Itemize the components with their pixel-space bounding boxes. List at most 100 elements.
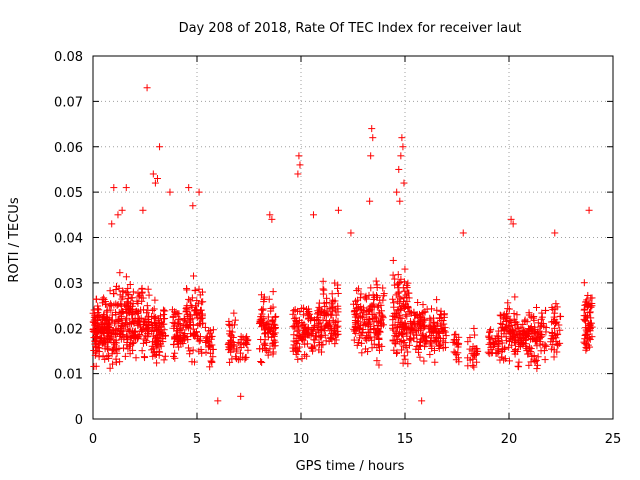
data-point	[505, 328, 513, 336]
data-point	[359, 314, 367, 322]
data-point	[305, 305, 313, 313]
data-point	[110, 290, 118, 298]
data-point	[528, 352, 536, 360]
data-point	[376, 309, 384, 317]
data-point	[131, 327, 139, 335]
data-point	[310, 336, 318, 344]
data-point	[404, 289, 412, 297]
data-point	[173, 333, 181, 341]
data-point	[499, 324, 507, 332]
data-point	[230, 342, 238, 350]
data-point	[497, 327, 505, 335]
data-point	[291, 324, 299, 332]
data-point	[406, 317, 414, 325]
data-point	[149, 306, 157, 314]
y-tick-label: 0.08	[54, 50, 83, 65]
data-point	[397, 330, 405, 338]
data-point	[515, 331, 523, 339]
data-point	[375, 346, 383, 354]
data-point	[516, 330, 524, 338]
x-tick-label: 25	[605, 432, 622, 447]
data-point	[402, 311, 410, 319]
data-point	[230, 309, 238, 317]
data-point	[107, 332, 115, 340]
data-point	[161, 331, 169, 339]
data-point	[269, 288, 277, 296]
data-point	[116, 358, 124, 366]
data-point	[185, 184, 193, 192]
data-point	[121, 352, 129, 360]
data-point	[257, 319, 265, 327]
data-point	[508, 335, 516, 343]
data-point	[550, 335, 558, 343]
data-point	[440, 320, 448, 328]
data-point	[464, 338, 472, 346]
data-point	[550, 353, 558, 361]
data-point	[101, 340, 109, 348]
data-point	[185, 295, 193, 303]
data-point	[188, 294, 196, 302]
data-point	[528, 328, 536, 336]
data-point	[397, 346, 405, 354]
data-point	[418, 397, 426, 405]
data-point	[379, 284, 387, 292]
data-point	[157, 342, 165, 350]
data-point	[143, 84, 151, 92]
data-point	[309, 211, 317, 219]
data-point	[196, 333, 204, 341]
data-point	[540, 322, 548, 330]
data-point	[126, 305, 134, 313]
data-point	[269, 339, 277, 347]
data-point	[289, 310, 297, 318]
data-point	[426, 328, 434, 336]
data-point	[152, 313, 160, 321]
data-point	[551, 229, 559, 237]
data-point	[149, 332, 157, 340]
data-point	[399, 143, 407, 151]
data-point	[309, 325, 317, 333]
data-point	[538, 309, 546, 317]
data-point	[426, 314, 434, 322]
data-point	[321, 303, 329, 311]
data-point	[354, 339, 362, 347]
x-tick-label: 10	[293, 432, 310, 447]
data-point	[90, 306, 98, 314]
data-point	[367, 152, 375, 160]
data-point	[551, 305, 559, 313]
data-point	[396, 197, 404, 205]
data-point	[134, 299, 142, 307]
data-point	[361, 294, 369, 302]
data-point	[105, 352, 113, 360]
data-point	[398, 134, 406, 142]
data-point	[395, 306, 403, 314]
data-point	[504, 299, 512, 307]
data-point	[468, 350, 476, 358]
data-point	[190, 272, 198, 280]
data-point	[143, 330, 151, 338]
data-point	[334, 317, 342, 325]
data-point	[580, 279, 588, 287]
data-point	[515, 358, 523, 366]
data-point	[260, 295, 268, 303]
data-point	[143, 338, 151, 346]
data-point	[505, 305, 513, 313]
data-point	[266, 345, 274, 353]
data-point	[117, 309, 125, 317]
data-point	[354, 296, 362, 304]
data-point	[188, 303, 196, 311]
data-point	[427, 316, 435, 324]
data-point	[258, 359, 266, 367]
data-point	[116, 332, 124, 340]
data-point	[587, 294, 595, 302]
data-point	[153, 359, 161, 367]
data-point	[509, 220, 517, 228]
data-point	[433, 306, 441, 314]
data-point	[324, 320, 332, 328]
data-point	[105, 316, 113, 324]
data-point	[390, 346, 398, 354]
data-point	[393, 280, 401, 288]
data-point	[532, 335, 540, 343]
data-point	[115, 345, 123, 353]
data-point	[90, 318, 98, 326]
data-point	[120, 322, 128, 330]
